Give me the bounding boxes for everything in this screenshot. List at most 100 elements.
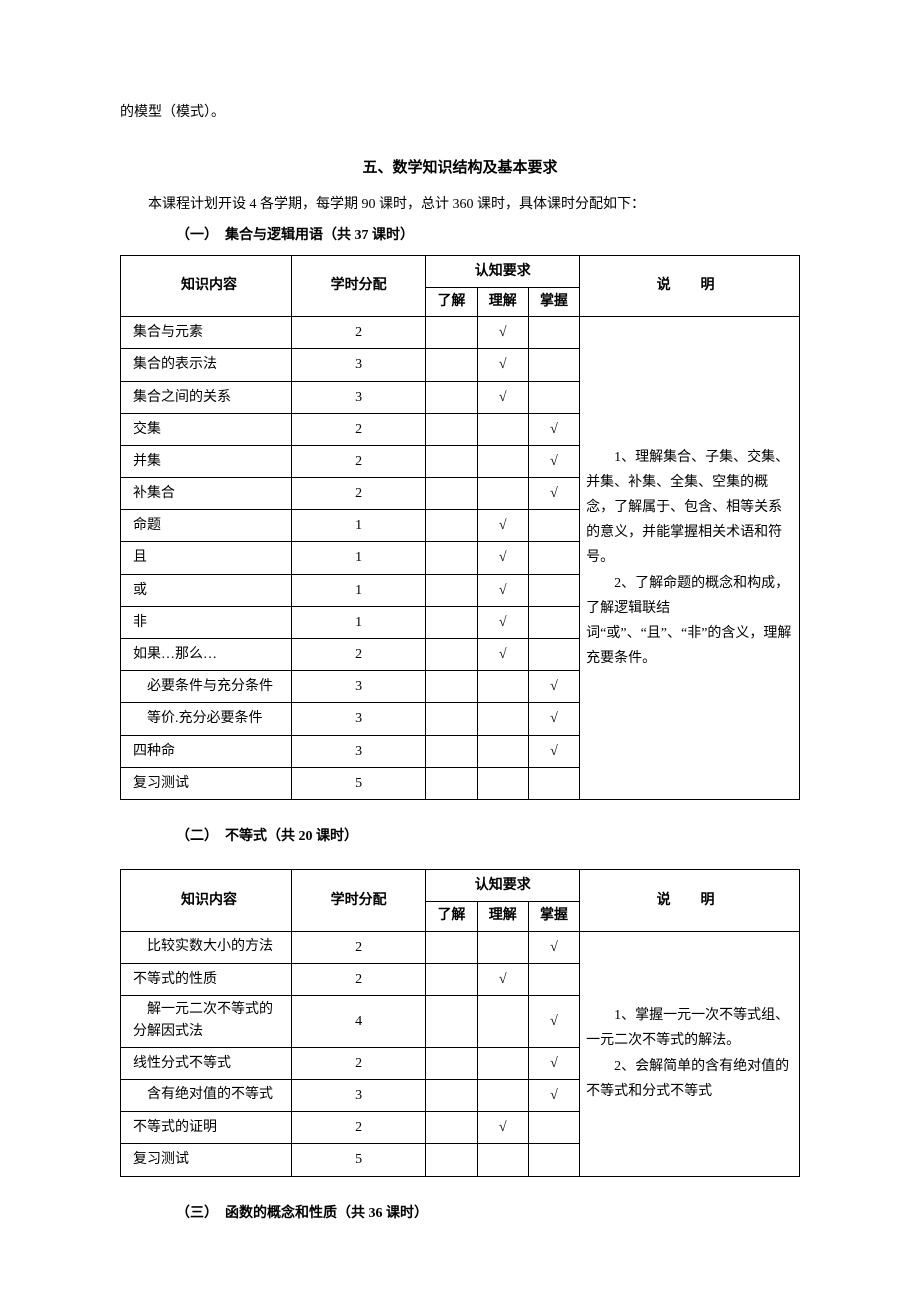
cell-understand (477, 671, 528, 703)
cell-content: 集合的表示法 (121, 349, 292, 381)
cell-master (528, 381, 579, 413)
cell-know (426, 767, 477, 799)
cell-content: 集合之间的关系 (121, 381, 292, 413)
cell-content: 四种命 (121, 735, 292, 767)
cell-hours: 3 (291, 703, 425, 735)
cell-understand: √ (477, 510, 528, 542)
table-section-2: 知识内容 学时分配 认知要求 说 明 了解 理解 掌握 比较实数大小的方法2√ … (120, 869, 800, 1176)
cell-hours: 2 (291, 413, 425, 445)
subsection-3-title: （三） 函数的概念和性质（共 36 课时） (176, 1201, 800, 1226)
cell-understand: √ (477, 317, 528, 349)
cell-master (528, 510, 579, 542)
cell-master (528, 349, 579, 381)
cell-master (528, 542, 579, 574)
cell-know (426, 963, 477, 995)
header-understand: 理解 (477, 902, 528, 931)
cell-content: 非 (121, 606, 292, 638)
cell-hours: 1 (291, 574, 425, 606)
cell-understand: √ (477, 1112, 528, 1144)
table-header-row-1: 知识内容 学时分配 认知要求 说 明 (121, 255, 800, 287)
cell-master (528, 767, 579, 799)
cell-understand: √ (477, 349, 528, 381)
cell-content: 含有绝对值的不等式 (121, 1080, 292, 1112)
cell-hours: 4 (291, 996, 425, 1048)
cell-understand (477, 1080, 528, 1112)
cell-know (426, 1047, 477, 1079)
cell-understand: √ (477, 574, 528, 606)
prelude-text: 的模型（模式）。 (120, 100, 800, 125)
cell-hours: 3 (291, 735, 425, 767)
header-hours: 学时分配 (291, 255, 425, 317)
cell-master (528, 1144, 579, 1176)
cell-hours: 1 (291, 542, 425, 574)
cell-know (426, 996, 477, 1048)
cell-know (426, 542, 477, 574)
cell-content: 集合与元素 (121, 317, 292, 349)
cell-hours: 3 (291, 1080, 425, 1112)
cell-understand (477, 413, 528, 445)
cell-understand (477, 931, 528, 963)
cell-know (426, 671, 477, 703)
header-cognitive: 认知要求 (426, 870, 580, 902)
cell-hours: 2 (291, 478, 425, 510)
cell-content: 比较实数大小的方法 (121, 931, 292, 963)
cell-content: 不等式的证明 (121, 1112, 292, 1144)
cell-know (426, 478, 477, 510)
cell-hours: 2 (291, 445, 425, 477)
header-cognitive: 认知要求 (426, 255, 580, 287)
cell-content: 复习测试 (121, 1144, 292, 1176)
cell-content: 补集合 (121, 478, 292, 510)
cell-explain: 1、掌握一元一次不等式组、一元二次不等式的解法。 2、会解简单的含有绝对值的不等… (580, 931, 800, 1176)
cell-know (426, 510, 477, 542)
section-title: 五、数学知识结构及基本要求 (120, 155, 800, 182)
header-master: 掌握 (528, 902, 579, 931)
cell-content: 等价.充分必要条件 (121, 703, 292, 735)
header-know: 了解 (426, 287, 477, 316)
cell-master: √ (528, 478, 579, 510)
cell-content: 交集 (121, 413, 292, 445)
cell-understand: √ (477, 381, 528, 413)
cell-know (426, 703, 477, 735)
cell-understand (477, 478, 528, 510)
cell-understand: √ (477, 963, 528, 995)
cell-know (426, 931, 477, 963)
cell-understand (477, 703, 528, 735)
header-hours: 学时分配 (291, 870, 425, 932)
cell-hours: 3 (291, 671, 425, 703)
cell-know (426, 349, 477, 381)
cell-hours: 3 (291, 349, 425, 381)
cell-understand (477, 445, 528, 477)
cell-master: √ (528, 1080, 579, 1112)
cell-understand (477, 1144, 528, 1176)
cell-content: 或 (121, 574, 292, 606)
cell-know (426, 1080, 477, 1112)
cell-content: 必要条件与充分条件 (121, 671, 292, 703)
cell-master: √ (528, 703, 579, 735)
cell-content: 复习测试 (121, 767, 292, 799)
cell-hours: 2 (291, 1112, 425, 1144)
cell-know (426, 413, 477, 445)
cell-explain: 1、理解集合、子集、交集、并集、补集、全集、空集的概念，了解属于、包含、相等关系… (580, 317, 800, 800)
cell-hours: 5 (291, 767, 425, 799)
subsection-2-title: （二） 不等式（共 20 课时） (176, 824, 800, 849)
cell-understand: √ (477, 606, 528, 638)
cell-know (426, 1144, 477, 1176)
cell-understand (477, 1047, 528, 1079)
cell-content: 不等式的性质 (121, 963, 292, 995)
header-content: 知识内容 (121, 255, 292, 317)
cell-know (426, 317, 477, 349)
cell-content: 解一元二次不等式的分解因式法 (121, 996, 292, 1048)
cell-understand (477, 996, 528, 1048)
header-master: 掌握 (528, 287, 579, 316)
cell-hours: 3 (291, 381, 425, 413)
cell-hours: 2 (291, 1047, 425, 1079)
header-content: 知识内容 (121, 870, 292, 932)
cell-understand: √ (477, 639, 528, 671)
cell-understand (477, 767, 528, 799)
cell-hours: 2 (291, 963, 425, 995)
cell-hours: 2 (291, 931, 425, 963)
cell-hours: 2 (291, 639, 425, 671)
cell-master (528, 963, 579, 995)
header-explain: 说 明 (580, 255, 800, 317)
table-header-row-1: 知识内容 学时分配 认知要求 说 明 (121, 870, 800, 902)
